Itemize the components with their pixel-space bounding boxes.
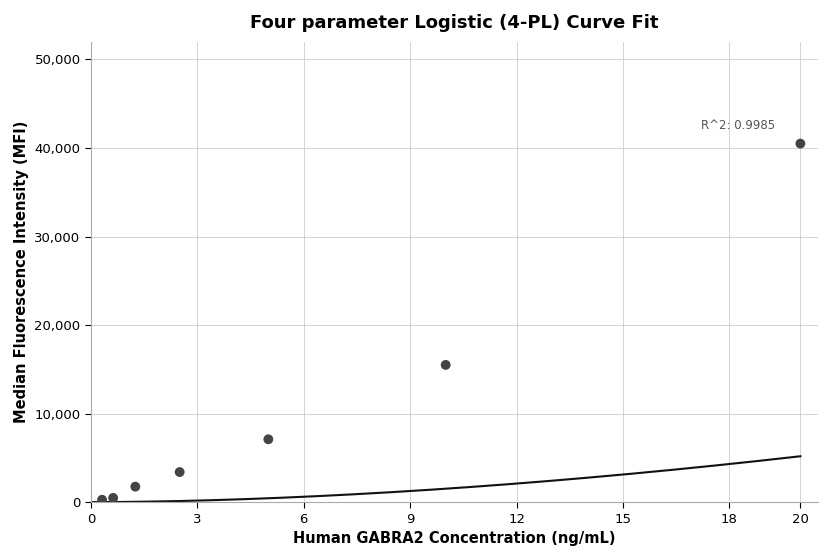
Point — [129, 482, 142, 491]
Text: R^2: 0.9985: R^2: 0.9985 — [701, 119, 775, 132]
Point — [173, 468, 186, 477]
X-axis label: Human GABRA2 Concentration (ng/mL): Human GABRA2 Concentration (ng/mL) — [294, 531, 616, 546]
Point — [106, 493, 120, 502]
Point — [439, 361, 453, 370]
Point — [794, 139, 807, 148]
Point — [96, 495, 109, 504]
Y-axis label: Median Fluorescence Intensity (MFI): Median Fluorescence Intensity (MFI) — [14, 121, 29, 423]
Point — [262, 435, 275, 444]
Title: Four parameter Logistic (4-PL) Curve Fit: Four parameter Logistic (4-PL) Curve Fit — [250, 14, 659, 32]
